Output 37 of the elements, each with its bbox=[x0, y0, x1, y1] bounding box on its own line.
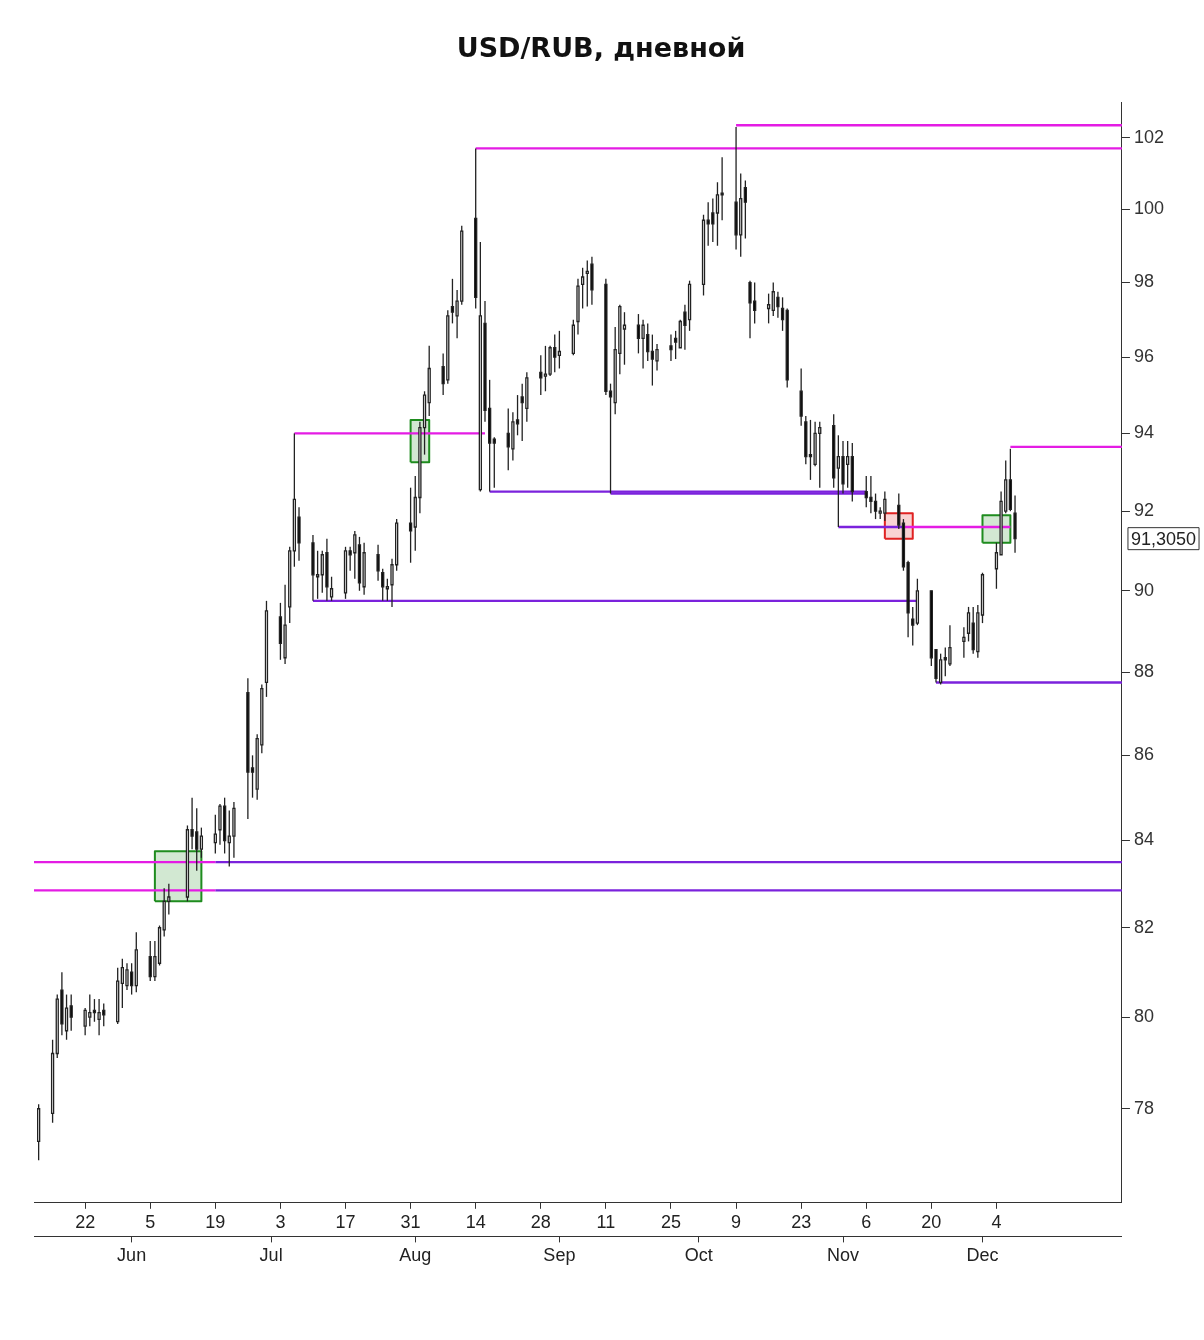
x-tick-label: 28 bbox=[530, 1211, 551, 1232]
x2-tick-label: Jun bbox=[117, 1245, 147, 1266]
x-tick-label: 31 bbox=[400, 1211, 421, 1232]
x-tick-label: 22 bbox=[75, 1211, 96, 1232]
y-tick-label: 98 bbox=[1133, 271, 1154, 292]
chart-title: USD/RUB, дневной bbox=[456, 32, 746, 64]
x2-tick-label: Jul bbox=[259, 1245, 283, 1266]
y-tick-label: 96 bbox=[1133, 346, 1154, 367]
x2-tick-label: Nov bbox=[826, 1245, 860, 1266]
y-tick-label: 90 bbox=[1133, 579, 1154, 600]
y-tick-label: 100 bbox=[1133, 198, 1165, 219]
y-tick-label: 86 bbox=[1133, 744, 1154, 765]
x2-tick-label: Sep bbox=[543, 1245, 576, 1266]
x2-tick-label: Oct bbox=[684, 1245, 713, 1266]
y-tick-label: 82 bbox=[1133, 916, 1154, 937]
x-tick-label: 3 bbox=[275, 1211, 286, 1232]
y-tick-label: 94 bbox=[1133, 422, 1154, 443]
y-tick-label: 80 bbox=[1133, 1006, 1154, 1027]
x-tick-label: 25 bbox=[660, 1211, 681, 1232]
y-tick-label: 92 bbox=[1133, 500, 1154, 521]
y-tick-label: 84 bbox=[1133, 829, 1154, 850]
x-tick-label: 5 bbox=[145, 1211, 156, 1232]
x-tick-label: 17 bbox=[335, 1211, 356, 1232]
x-tick-label: 11 bbox=[596, 1211, 616, 1232]
y-tick-label: 88 bbox=[1133, 661, 1154, 682]
x2-tick-label: Aug bbox=[399, 1245, 432, 1266]
x-tick-label: 14 bbox=[465, 1211, 486, 1232]
x-tick-label: 19 bbox=[205, 1211, 226, 1232]
x-tick-label: 23 bbox=[791, 1211, 812, 1232]
x-tick-label: 4 bbox=[991, 1211, 1002, 1232]
y-tick-label: 78 bbox=[1133, 1097, 1154, 1118]
x-tick-label: 20 bbox=[921, 1211, 942, 1232]
y-tick-label: 102 bbox=[1133, 126, 1165, 147]
x2-tick-label: Dec bbox=[966, 1245, 999, 1266]
text: 91,3050 bbox=[1130, 528, 1197, 549]
x-tick-label: 6 bbox=[861, 1211, 872, 1232]
x-tick-label: 9 bbox=[731, 1211, 742, 1232]
